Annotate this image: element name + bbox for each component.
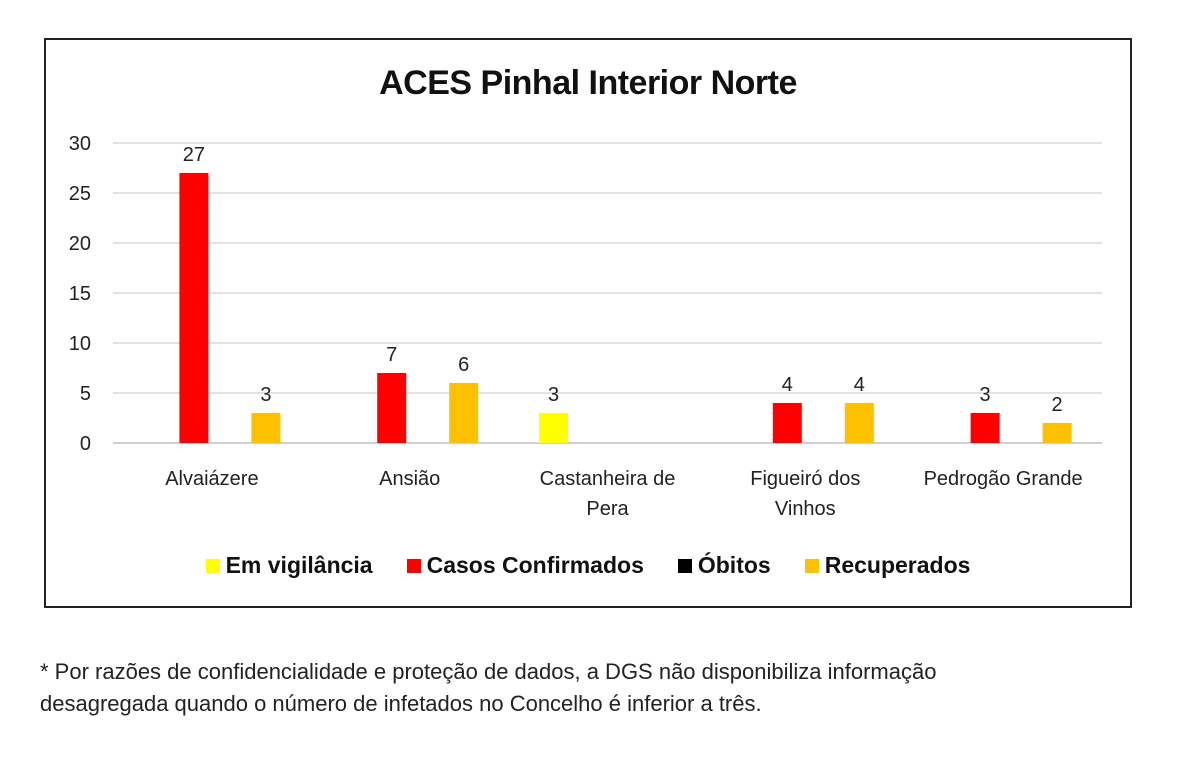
data-label: 6 <box>458 354 469 376</box>
legend-item-recuperados: Recuperados <box>804 552 971 579</box>
legend-swatch <box>804 558 819 573</box>
x-tick-label: Ansião <box>379 468 440 490</box>
x-tick-label: Alvaiázere <box>165 468 258 490</box>
x-tick-label: Vinhos <box>775 498 836 520</box>
y-tick-label: 10 <box>69 333 91 355</box>
chart-legend: Em vigilância Casos Confirmados Óbitos R… <box>44 552 1132 579</box>
footnote-line-2: desagregada quando o número de infetados… <box>40 691 762 716</box>
x-tick-label: Pedrogão Grande <box>924 468 1083 490</box>
data-label: 7 <box>386 344 397 366</box>
y-tick-label: 20 <box>69 233 91 255</box>
data-label: 4 <box>854 374 865 396</box>
footnote-line-1: * Por razões de confidencialidade e prot… <box>40 659 937 684</box>
bar <box>449 383 479 443</box>
data-label: 2 <box>1052 394 1063 416</box>
y-tick-label: 0 <box>80 433 91 455</box>
bar <box>1042 423 1072 443</box>
bar <box>772 403 802 443</box>
y-tick-label: 25 <box>69 183 91 205</box>
x-tick-label: Figueiró dos <box>750 468 860 490</box>
legend-swatch <box>406 558 421 573</box>
bar-chart: 0 5 10 15 20 25 30 27 3 Alvaiázere 7 6 Ansião 3 Castan… <box>69 133 1102 520</box>
chart-frame <box>44 38 1132 608</box>
legend-label: Em vigilância <box>225 552 373 578</box>
footnote: * Por razões de confidencialidade e prot… <box>40 656 1160 720</box>
data-label: 3 <box>260 384 271 406</box>
bar <box>844 403 874 443</box>
bar <box>539 413 568 443</box>
bar <box>970 413 1000 443</box>
legend-swatch <box>205 558 220 573</box>
data-label: 27 <box>183 144 205 166</box>
data-label: 3 <box>980 384 991 406</box>
legend-swatch <box>677 558 692 573</box>
y-tick-label: 15 <box>69 283 91 305</box>
y-tick-label: 30 <box>69 133 91 155</box>
x-tick-label: Pera <box>586 498 629 520</box>
legend-label: Casos Confirmados <box>426 552 644 578</box>
data-label: 4 <box>782 374 793 396</box>
chart-title: ACES Pinhal Interior Norte <box>379 64 797 102</box>
bar <box>251 413 281 443</box>
legend-label: Óbitos <box>697 552 771 578</box>
legend-item-obitos: Óbitos <box>677 552 771 579</box>
bar <box>179 173 209 443</box>
legend-item-em-vigilancia: Em vigilância <box>205 552 373 579</box>
x-tick-label: Castanheira de <box>540 468 676 490</box>
y-tick-label: 5 <box>80 383 91 405</box>
legend-label: Recuperados <box>824 552 971 578</box>
bar <box>377 373 407 443</box>
legend-item-casos-confirmados: Casos Confirmados <box>406 552 644 579</box>
data-label: 3 <box>548 384 559 406</box>
